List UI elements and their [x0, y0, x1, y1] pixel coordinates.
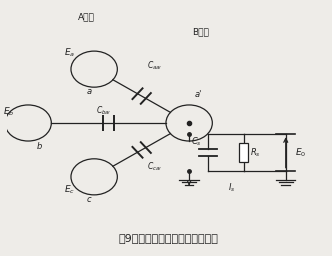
Bar — [239, 143, 248, 162]
Text: a: a — [87, 87, 92, 96]
Text: $E_b$: $E_b$ — [3, 105, 15, 118]
Text: $C_s$: $C_s$ — [191, 135, 202, 148]
Text: b: b — [37, 142, 42, 151]
Text: a': a' — [195, 90, 203, 99]
Text: $R_s$: $R_s$ — [250, 147, 261, 159]
Text: $I_s$: $I_s$ — [228, 182, 235, 194]
Text: c: c — [87, 195, 92, 204]
Text: $E_a$: $E_a$ — [64, 47, 76, 59]
Text: B回線: B回線 — [192, 27, 209, 36]
Text: $E_0$: $E_0$ — [295, 147, 307, 159]
Text: $E_c$: $E_c$ — [64, 183, 76, 196]
Text: A回線: A回線 — [78, 12, 95, 21]
Text: $C_{aa\prime}$: $C_{aa\prime}$ — [147, 59, 163, 72]
Text: $C_{ba\prime}$: $C_{ba\prime}$ — [96, 104, 112, 117]
Text: 第9図　線路間の静電誘導の例題: 第9図 線路間の静電誘導の例題 — [118, 233, 218, 243]
Text: $C_{ca\prime}$: $C_{ca\prime}$ — [147, 161, 162, 173]
